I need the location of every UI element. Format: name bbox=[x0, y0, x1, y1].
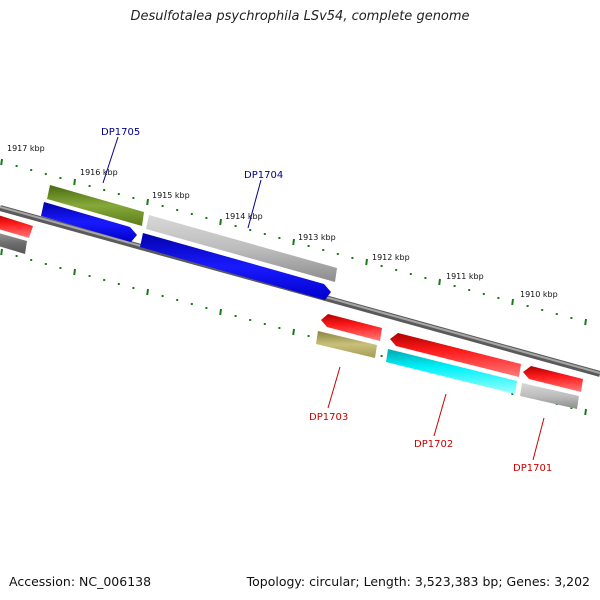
major-tick bbox=[146, 288, 149, 296]
major-tick bbox=[584, 408, 587, 416]
major-tick bbox=[0, 158, 3, 166]
gene-label-dp1705: DP1705 bbox=[101, 127, 140, 138]
topology-text: Topology: circular; Length: 3,523,383 bp… bbox=[246, 574, 590, 589]
major-tick bbox=[219, 218, 222, 226]
gene-arrow[interactable] bbox=[146, 215, 337, 282]
gene-arrow[interactable] bbox=[390, 333, 521, 377]
inner-tick-ruler bbox=[0, 248, 587, 416]
major-tick bbox=[292, 238, 295, 246]
kbp-label: 1914 kbp bbox=[225, 212, 263, 221]
major-tick bbox=[584, 318, 587, 326]
map-title: Desulfotalea psychrophila LSv54, complet… bbox=[130, 9, 470, 24]
major-tick bbox=[73, 178, 76, 186]
gene-arrow-dp1705[interactable] bbox=[47, 185, 144, 226]
gene-label-dp1704: DP1704 bbox=[244, 170, 283, 181]
gene-label-dp1702: DP1702 bbox=[414, 439, 453, 450]
gene-label-dp1703: DP1703 bbox=[309, 412, 348, 423]
kbp-label: 1917 kbp bbox=[7, 144, 45, 153]
gene-arrow[interactable] bbox=[523, 366, 583, 392]
outer-tick-ruler bbox=[0, 158, 587, 326]
gene-arrow-dp1704[interactable] bbox=[41, 202, 137, 242]
gene-arrow-dp1701[interactable] bbox=[520, 383, 579, 409]
gene-arrow-dp1703[interactable] bbox=[316, 331, 377, 358]
gene-arrow[interactable] bbox=[0, 214, 33, 238]
gene-arrow[interactable] bbox=[0, 232, 27, 254]
kbp-label: 1916 kbp bbox=[80, 168, 118, 177]
major-tick bbox=[73, 268, 76, 276]
gene-labels: DP1705 DP1704 DP1703 DP1702 DP1701 bbox=[101, 127, 552, 474]
kbp-label: 1913 kbp bbox=[298, 233, 336, 242]
kbp-label: 1912 kbp bbox=[372, 253, 410, 262]
gene-arrow-dp1702[interactable] bbox=[386, 349, 517, 394]
accession-text: Accession: NC_006138 bbox=[9, 574, 152, 589]
major-tick bbox=[438, 278, 441, 286]
major-tick bbox=[511, 298, 514, 306]
gene-label-dp1701: DP1701 bbox=[513, 463, 552, 474]
kbp-labels: 1917 kbp 1916 kbp 1915 kbp 1914 kbp 1913… bbox=[7, 144, 558, 299]
kbp-label: 1915 kbp bbox=[152, 191, 190, 200]
major-tick bbox=[292, 328, 295, 336]
gene-arrow[interactable] bbox=[140, 233, 331, 300]
major-tick bbox=[219, 308, 222, 316]
major-tick bbox=[0, 248, 3, 256]
kbp-label: 1910 kbp bbox=[520, 290, 558, 299]
kbp-label: 1911 kbp bbox=[446, 272, 484, 281]
gene-features bbox=[0, 185, 583, 409]
gene-arrow[interactable] bbox=[321, 314, 382, 341]
major-tick bbox=[146, 198, 149, 206]
major-tick bbox=[365, 258, 368, 266]
